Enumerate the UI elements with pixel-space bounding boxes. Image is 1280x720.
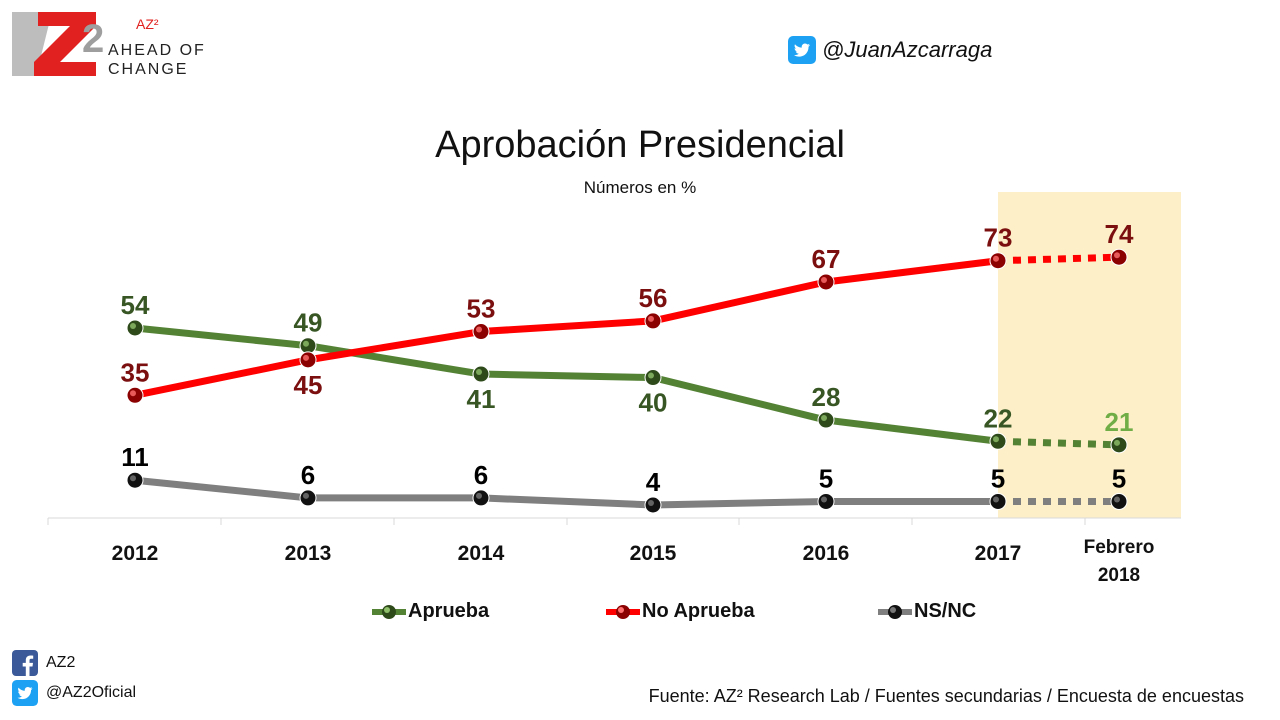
data-point-highlight [821,276,827,283]
svg-text:2: 2 [82,17,104,61]
data-point-highlight [476,369,482,376]
facebook-label: AZ2 [46,654,76,671]
series-line-0 [131,324,1002,445]
data-label: 35 [121,357,150,387]
legend-marker-nsnc [878,604,912,619]
data-point-highlight [303,492,309,499]
data-point-highlight [648,500,654,506]
data-label: 67 [812,244,841,274]
data-label: 21 [1105,407,1134,437]
facebook-icon [12,650,38,676]
series-projection-1 [997,253,1120,265]
chart-subtitle: Números en % [583,178,697,197]
data-label: 54 [121,290,150,320]
highlight-band-febrero-2018 [998,192,1181,518]
legend-label-aprueba: Aprueba [408,600,490,622]
data-label: 45 [294,370,323,400]
twitter-handle-top: @JuanAzcarraga [788,36,992,64]
data-point-highlight [1114,439,1120,446]
brand-name: AZ² [136,16,159,32]
source-note: Fuente: AZ² Research Lab / Fuentes secun… [648,686,1244,706]
data-point-highlight [476,492,482,499]
legend-label-no-aprueba: No Aprueba [642,600,755,622]
data-point-highlight [130,475,136,482]
x-tick-label: 2015 [630,542,677,565]
legend-item-aprueba: Aprueba [372,600,489,623]
twitter-handle-text: @JuanAzcarraga [822,37,993,62]
data-label: 5 [1112,463,1126,493]
twitter-icon [788,36,816,64]
data-point-highlight [648,315,654,322]
data-point-highlight [648,372,654,379]
series-line-2 [131,476,1002,509]
legend-marker-no-aprueba [606,604,640,619]
x-tick-label: 2017 [975,542,1022,565]
legend-marker-aprueba [372,604,406,619]
x-tick-label: 2016 [803,542,850,565]
data-point-highlight [1114,252,1120,259]
legend-label-nsnc: NS/NC [914,600,977,622]
legend-item-no-aprueba: No Aprueba [606,600,755,623]
data-point-highlight [476,326,482,333]
data-point-highlight [821,415,827,422]
x-tick-label: 2014 [458,542,505,565]
az2-logo: 2 [12,12,104,76]
data-point-highlight [993,436,999,443]
data-label: 56 [639,283,668,313]
data-label: 5 [991,463,1005,493]
data-point-highlight [993,255,999,262]
twitter-link-footer[interactable]: @AZ2Oficial [12,680,136,706]
legend-item-nsnc: NS/NC [878,600,976,623]
twitter-icon [12,680,38,706]
chart-title: Aprobación Presidencial [435,124,845,166]
data-point-highlight [130,390,136,397]
facebook-link[interactable]: AZ2 [12,650,75,676]
data-label: 22 [984,403,1013,433]
data-label: 53 [467,294,496,324]
data-label: 6 [474,460,488,490]
brand-tagline-2: CHANGE [108,61,189,78]
data-label: 28 [812,382,841,412]
data-label: 6 [301,460,315,490]
x-tick-label: Febrero 2018 [1084,537,1155,586]
data-label: 73 [984,223,1013,253]
series-projection-0 [997,437,1120,449]
data-label: 49 [294,308,323,338]
data-point-highlight [1114,496,1120,503]
x-tick-label: 2013 [285,542,332,565]
twitter-footer-label: @AZ2Oficial [46,684,137,701]
data-point-highlight [303,340,309,347]
brand-tagline-1: AHEAD OF [108,42,206,59]
series-line-1 [131,257,1002,399]
data-point-highlight [303,354,309,361]
x-tick-label: 2012 [112,542,159,565]
data-point-highlight [130,323,136,329]
data-label: 74 [1105,219,1134,249]
data-label: 5 [819,463,833,493]
data-point-highlight [821,496,827,503]
data-label: 4 [646,467,661,497]
data-label: 40 [639,388,668,418]
data-point-highlight [993,496,999,503]
data-label: 11 [121,442,149,472]
data-label: 41 [467,384,496,414]
